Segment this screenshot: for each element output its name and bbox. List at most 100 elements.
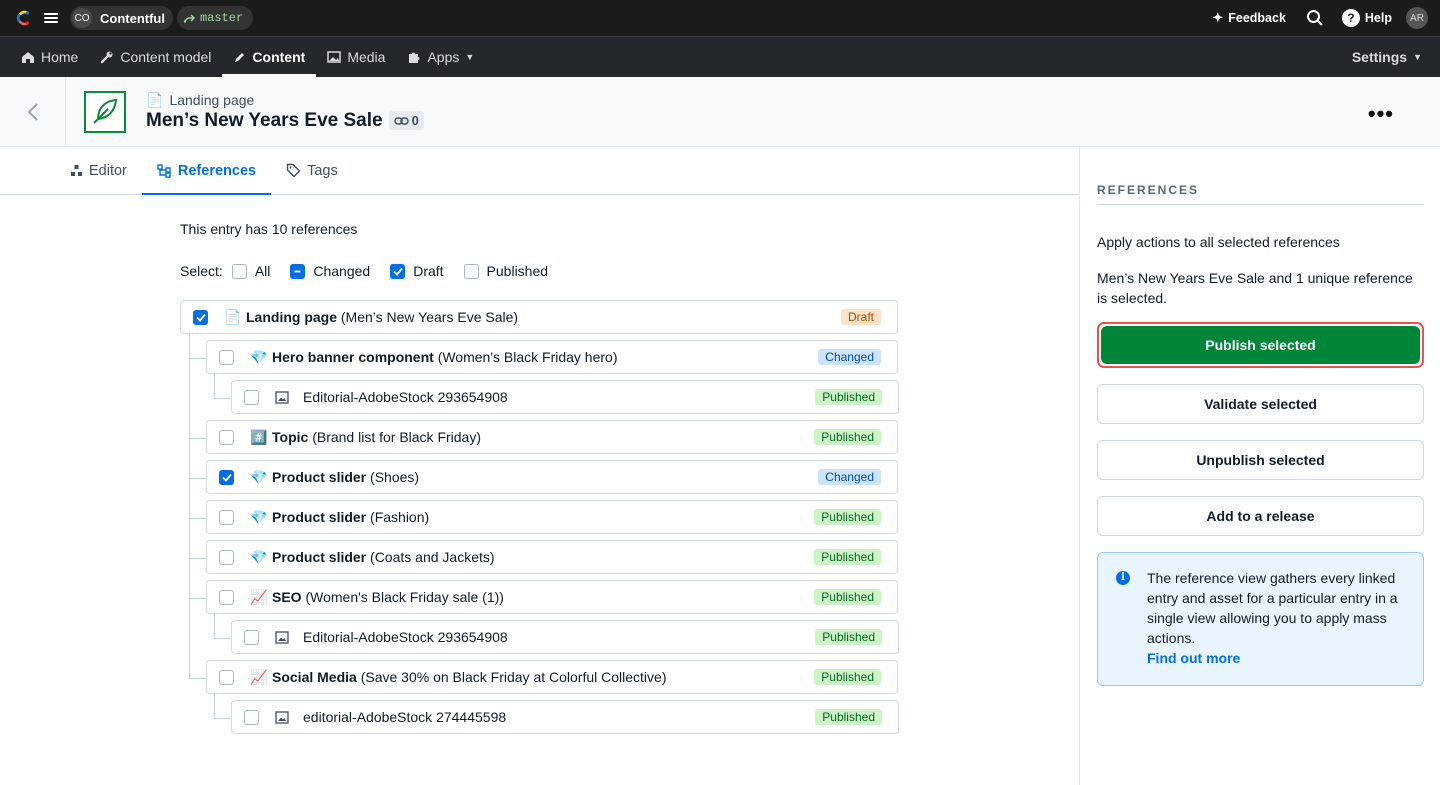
link-icon <box>393 116 409 125</box>
tree-connector <box>214 398 231 399</box>
entry-titles: 📄 Landing page Men’s New Years Eve Sale … <box>146 92 424 132</box>
sparkle-icon: ✦ <box>1212 10 1224 25</box>
row-title: Topic (Brand list for Black Friday) <box>272 429 481 445</box>
back-button[interactable] <box>0 77 66 146</box>
status-badge: Published <box>815 629 882 645</box>
nav-settings[interactable]: Settings ▼ <box>1352 37 1440 77</box>
row-checkbox[interactable] <box>219 669 234 685</box>
row-entry-name: (Brand list for Black Friday) <box>312 429 482 445</box>
unpublish-selected-button[interactable]: Unpublish selected <box>1097 440 1424 480</box>
nav-home-label: Home <box>41 49 79 65</box>
select-all-option[interactable]: All <box>231 263 270 279</box>
reference-row[interactable]: Editorial-AdobeStock 293654908 Published <box>231 620 899 654</box>
tab-editor-label: Editor <box>89 162 127 179</box>
help-link[interactable]: ? Help <box>1341 9 1392 27</box>
reference-row[interactable]: #️⃣ Topic (Brand list for Black Friday) … <box>206 420 898 454</box>
status-badge: Changed <box>818 349 881 365</box>
tab-editor[interactable]: Editor <box>55 147 142 194</box>
menu-icon[interactable] <box>44 13 58 23</box>
publish-selected-button[interactable]: Publish selected <box>1101 326 1420 364</box>
sidebar-heading: REFERENCES <box>1097 183 1424 205</box>
row-title: Product slider (Fashion) <box>272 509 429 525</box>
row-entry-name: (Women's Black Friday hero) <box>437 349 618 365</box>
entry-header: 📄 Landing page Men’s New Years Eve Sale … <box>0 77 1440 147</box>
content-type-label: Landing page <box>169 92 255 108</box>
references-content: This entry has 10 references Select: All… <box>0 195 1079 740</box>
reference-row[interactable]: 📈 Social Media (Save 30% on Black Friday… <box>206 660 898 694</box>
nav-content[interactable]: Content <box>222 37 317 77</box>
select-published-option[interactable]: Published <box>463 263 548 279</box>
contentful-logo-icon[interactable] <box>14 9 32 27</box>
select-changed-label: Changed <box>313 263 371 279</box>
row-checkbox[interactable] <box>219 429 234 445</box>
reference-row[interactable]: 💎 Hero banner component (Women's Black F… <box>206 340 898 374</box>
row-checkbox[interactable] <box>219 469 234 485</box>
feedback-label: Feedback <box>1228 11 1286 25</box>
entry-title-text: Men’s New Years Eve Sale <box>146 109 383 131</box>
incoming-links-badge[interactable]: 0 <box>388 111 424 130</box>
row-title: Hero banner component (Women's Black Fri… <box>272 349 618 365</box>
row-checkbox[interactable] <box>219 549 234 565</box>
page-icon: 📄 <box>224 308 242 325</box>
select-all-checkbox[interactable] <box>231 263 247 279</box>
select-draft-option[interactable]: Draft <box>390 263 444 279</box>
tab-tags[interactable]: Tags <box>271 147 353 194</box>
row-checkbox[interactable] <box>193 309 208 325</box>
add-to-release-button[interactable]: Add to a release <box>1097 496 1424 536</box>
tab-references[interactable]: References <box>141 147 272 195</box>
find-out-more-link[interactable]: Find out more <box>1147 650 1241 666</box>
select-published-checkbox[interactable] <box>463 263 479 279</box>
space-avatar: CO <box>72 8 92 28</box>
row-checkbox[interactable] <box>219 349 234 365</box>
info-note-body: The reference view gathers every linked … <box>1147 568 1407 668</box>
tree-connector <box>189 518 206 519</box>
reference-row[interactable]: editorial-AdobeStock 274445598 Published <box>231 700 899 734</box>
status-badge: Published <box>815 709 882 725</box>
reference-count-text: This entry has 10 references <box>180 221 358 237</box>
info-note-text: The reference view gathers every linked … <box>1147 570 1398 646</box>
row-content-type: SEO <box>272 589 302 605</box>
row-title: Product slider (Coats and Jackets) <box>272 549 495 565</box>
environment-switcher[interactable]: master <box>176 6 254 30</box>
select-changed-checkbox[interactable] <box>290 263 306 279</box>
row-checkbox[interactable] <box>219 589 234 605</box>
select-changed-option[interactable]: Changed <box>290 263 370 279</box>
status-badge: Published <box>814 509 881 525</box>
space-switcher[interactable]: CO Contentful <box>70 6 173 30</box>
row-checkbox[interactable] <box>244 629 259 645</box>
nav-home[interactable]: Home <box>10 37 89 77</box>
nav-apps[interactable]: Apps ▼ <box>396 37 485 77</box>
info-icon: i <box>1116 571 1130 585</box>
row-entry-name: (Save 30% on Black Friday at Colorful Co… <box>360 669 667 685</box>
nav-content-model[interactable]: Content model <box>89 37 222 77</box>
references-sidebar: REFERENCES Apply actions to all selected… <box>1080 147 1440 785</box>
user-avatar[interactable]: AR <box>1406 7 1428 29</box>
branch-icon <box>183 14 195 23</box>
reference-row[interactable]: Editorial-AdobeStock 293654908 Published <box>231 380 899 414</box>
nav-apps-label: Apps <box>427 49 460 65</box>
row-content-type: Product slider <box>272 469 367 485</box>
nav-media[interactable]: Media <box>316 37 396 77</box>
row-checkbox[interactable] <box>244 389 259 405</box>
row-entry-name: (Women's Black Friday sale (1)) <box>305 589 504 605</box>
nav-content-model-label: Content model <box>120 49 212 65</box>
select-draft-checkbox[interactable] <box>390 263 406 279</box>
validate-selected-button[interactable]: Validate selected <box>1097 384 1424 424</box>
row-checkbox[interactable] <box>244 709 259 725</box>
tree-connector <box>214 638 231 639</box>
feedback-link[interactable]: ✦ Feedback <box>1212 10 1286 26</box>
status-badge: Published <box>814 549 881 565</box>
reference-row[interactable]: 💎 Product slider (Coats and Jackets) Pub… <box>206 540 898 574</box>
row-checkbox[interactable] <box>219 509 234 525</box>
reference-row[interactable]: 📈 SEO (Women's Black Friday sale (1)) Pu… <box>206 580 898 614</box>
search-icon[interactable] <box>1306 9 1324 27</box>
reference-row[interactable]: 💎 Product slider (Shoes) Changed <box>206 460 898 494</box>
reference-row[interactable]: 💎 Product slider (Fashion) Published <box>206 500 898 534</box>
row-content-type: Product slider <box>272 549 367 565</box>
tree-connector <box>214 374 215 398</box>
reference-row[interactable]: 📄 Landing page (Men’s New Years Eve Sale… <box>180 300 898 334</box>
top-bar: CO Contentful master ✦ Feedback ? Help A… <box>0 0 1440 36</box>
environment-name: master <box>199 11 244 25</box>
more-actions-icon[interactable]: ••• <box>1367 101 1394 126</box>
row-title: Landing page (Men’s New Years Eve Sale) <box>246 309 518 325</box>
